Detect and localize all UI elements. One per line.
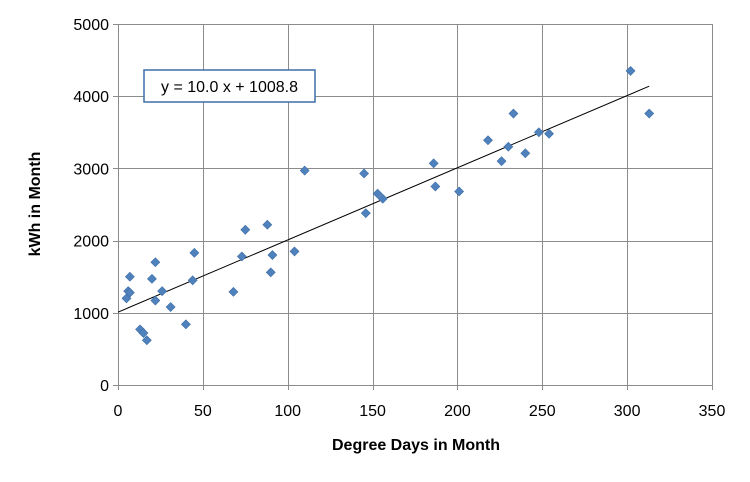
equation-label: y = 10.0 x + 1008.8 — [161, 79, 298, 96]
data-point — [150, 257, 161, 268]
data-point — [267, 250, 278, 260]
data-point — [360, 208, 371, 219]
x-tick-label: 250 — [529, 403, 556, 420]
x-tick-label: 50 — [194, 403, 212, 420]
data-point — [544, 128, 554, 139]
axes — [113, 24, 713, 390]
data-point — [428, 158, 439, 169]
data-point — [262, 219, 273, 230]
data-point — [265, 267, 276, 278]
data-point — [359, 168, 370, 179]
data-point — [187, 275, 198, 286]
y-axis-title: kWh in Month — [27, 152, 44, 257]
y-tick-label: 5000 — [73, 17, 109, 34]
x-tick-label: 150 — [359, 403, 386, 420]
gridlines — [118, 24, 713, 385]
data-point — [503, 141, 514, 152]
data-point — [150, 295, 161, 306]
data-point — [508, 108, 519, 119]
data-point — [165, 302, 176, 312]
y-tick-label: 1000 — [73, 306, 109, 323]
data-point — [180, 319, 191, 330]
data-point — [138, 328, 149, 338]
y-tick-label: 4000 — [73, 89, 109, 106]
x-tick-label: 200 — [444, 403, 471, 420]
data-point — [372, 188, 383, 199]
data-point — [496, 156, 507, 167]
equation-box-frame — [143, 69, 316, 103]
data-point — [189, 247, 200, 258]
data-point — [228, 286, 239, 297]
y-tick-label: 3000 — [73, 161, 109, 178]
data-points — [121, 66, 655, 346]
data-point — [157, 286, 168, 297]
data-point — [644, 108, 655, 119]
data-point — [483, 135, 493, 146]
tick-labels: 0 50 100 150 200 250 300 350 0 1000 2000 3000 4000 50… — [73, 17, 725, 420]
x-tick-label: 300 — [614, 403, 641, 420]
x-axis-title: Degree Days in Month — [332, 437, 500, 454]
data-point — [533, 127, 544, 138]
data-point — [236, 251, 247, 262]
x-tick-label: 0 — [114, 403, 123, 420]
data-point — [240, 224, 251, 235]
x-tick-label: 350 — [699, 403, 726, 420]
y-tick-label: 0 — [100, 378, 109, 395]
equation-box: y = 10.0 x + 1008.8 — [143, 69, 316, 103]
data-point — [299, 165, 310, 176]
data-point — [625, 66, 636, 76]
data-point — [141, 335, 152, 346]
data-point — [377, 193, 388, 204]
data-point — [124, 287, 135, 298]
data-point — [430, 181, 441, 192]
data-point — [124, 271, 135, 282]
data-point — [147, 273, 157, 284]
x-tick-label: 100 — [274, 403, 301, 420]
data-point — [454, 186, 465, 197]
data-point — [520, 148, 531, 159]
y-tick-label: 2000 — [73, 234, 109, 251]
data-point — [289, 246, 300, 257]
